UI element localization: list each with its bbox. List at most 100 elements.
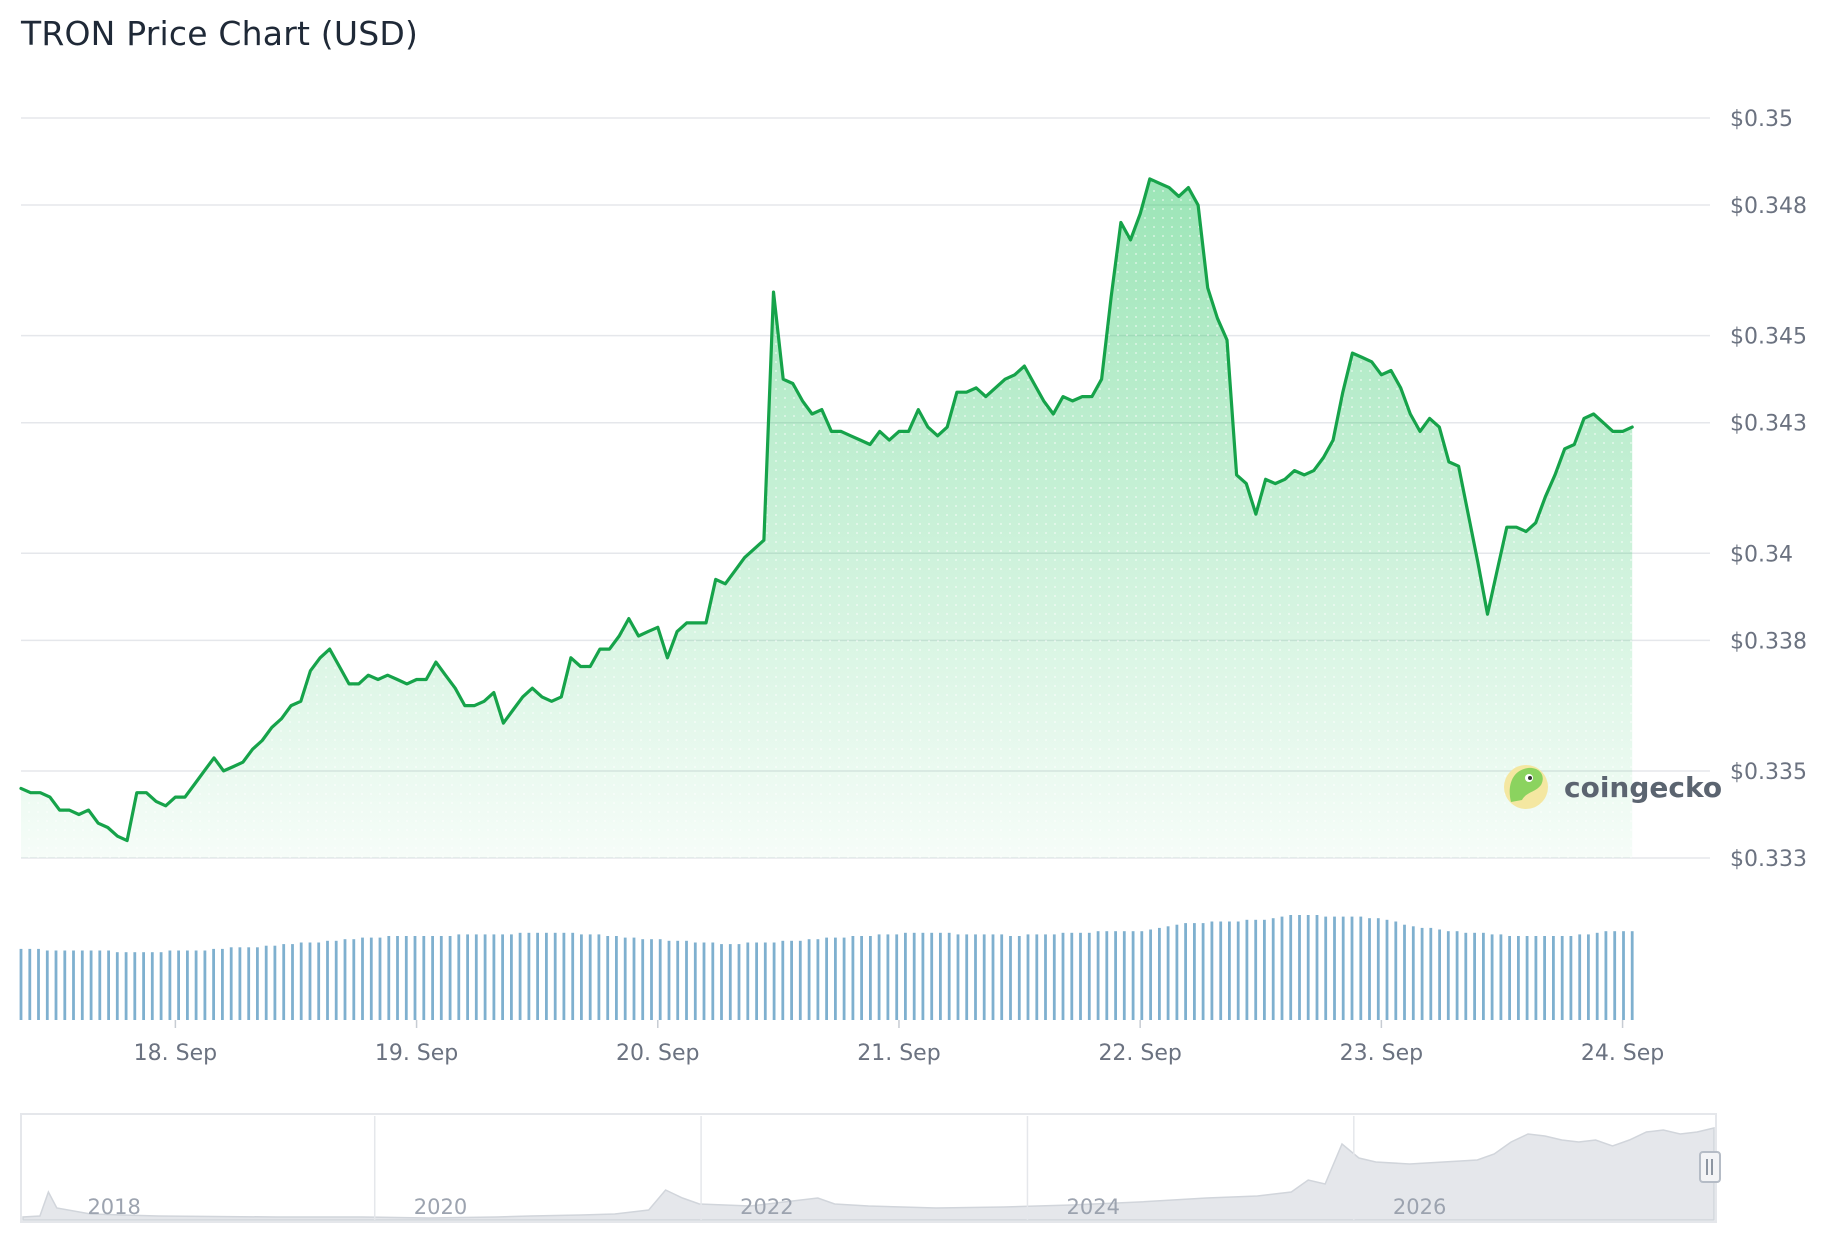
volume-bar	[247, 947, 251, 1020]
chart-title: TRON Price Chart (USD)	[21, 14, 419, 53]
volume-bar	[1298, 915, 1301, 1020]
volume-bar	[308, 942, 312, 1020]
volume-bar	[1560, 936, 1564, 1020]
volume-bar	[772, 942, 776, 1020]
volume-bar	[431, 936, 434, 1020]
navigator-series: 2018 2020 2022 2024 2026	[22, 1116, 1715, 1221]
volume-bar	[282, 944, 286, 1020]
volume-bar	[737, 944, 741, 1020]
volume-bar	[1622, 931, 1625, 1020]
volume-bar	[947, 932, 951, 1020]
volume-bar	[37, 948, 40, 1020]
volume-bar	[1122, 931, 1126, 1020]
volume-bar	[912, 932, 916, 1020]
navigator-handle[interactable]	[1699, 1151, 1721, 1183]
volume-bar	[1604, 931, 1608, 1020]
navigator[interactable]: 2018 2020 2022 2024 2026	[20, 1113, 1721, 1223]
y-tick-label: $0.35	[1730, 107, 1793, 132]
volume-bar	[1630, 931, 1634, 1020]
volume-bar	[1271, 918, 1275, 1020]
volume-bar	[448, 936, 452, 1020]
volume-bar	[1193, 923, 1196, 1020]
gecko-logo-icon	[1504, 765, 1548, 809]
volume-bar	[212, 948, 215, 1020]
volume-bar	[956, 934, 960, 1020]
volume-bar	[921, 932, 925, 1020]
volume-bar	[396, 936, 399, 1020]
volume-bar	[1306, 915, 1310, 1020]
volume-bar	[790, 940, 793, 1020]
volume-bar	[1263, 919, 1266, 1020]
x-tick-label: 24. Sep	[1581, 1041, 1664, 1066]
volume-bar	[851, 936, 855, 1020]
volume-bar	[1166, 926, 1170, 1020]
volume-bar	[45, 950, 49, 1020]
volume-bar	[606, 936, 610, 1020]
volume-bar	[28, 948, 32, 1020]
volume-bar	[142, 952, 145, 1020]
volume-bar	[886, 934, 890, 1020]
volume-bar	[1131, 931, 1135, 1020]
volume-bar	[1158, 927, 1161, 1020]
volume-bar	[1350, 916, 1354, 1020]
volume-bar	[1613, 931, 1617, 1020]
price-area-texture	[21, 178, 1633, 858]
volume-bar	[536, 932, 539, 1020]
volume-bar	[615, 936, 618, 1020]
price-line	[19, 177, 1634, 843]
navigator-tick-label: 2024	[1067, 1195, 1120, 1219]
volume-bar	[825, 937, 828, 1020]
volume-bar	[317, 942, 321, 1020]
volume-bar	[1228, 921, 1231, 1020]
volume-bar	[1000, 934, 1004, 1020]
volume-bar	[1359, 916, 1363, 1020]
volume-bar	[597, 934, 601, 1020]
volume-bar	[54, 950, 58, 1020]
volume-bar	[422, 936, 426, 1020]
volume-bar	[571, 932, 575, 1020]
volume-bar	[982, 934, 986, 1020]
navigator-area	[22, 1127, 1715, 1221]
volume-bar	[326, 940, 329, 1020]
navigator-tick-label: 2026	[1393, 1195, 1446, 1219]
volume-bar	[1499, 934, 1503, 1020]
volume-bar	[1114, 931, 1117, 1020]
volume-bar	[177, 950, 180, 1020]
volume-bar	[991, 934, 995, 1020]
x-tick-label: 21. Sep	[857, 1041, 940, 1066]
volume-bar	[1578, 934, 1582, 1020]
volume-bar	[588, 934, 592, 1020]
volume-bar	[1210, 921, 1214, 1020]
volume-bar	[72, 950, 75, 1020]
x-tick-label: 19. Sep	[375, 1041, 458, 1066]
volume-bar	[1315, 915, 1319, 1020]
volume-bar	[545, 932, 548, 1020]
volume-bar	[1175, 924, 1179, 1020]
volume-bar	[413, 936, 417, 1020]
volume-bar	[1149, 929, 1152, 1020]
volume-bar	[632, 937, 636, 1020]
volume-bar	[1438, 929, 1441, 1020]
volume-bar	[860, 936, 863, 1020]
volume-bar	[658, 939, 662, 1020]
volume-bar	[361, 937, 364, 1020]
volume-bar	[1184, 923, 1187, 1020]
volume-bar	[80, 950, 84, 1020]
volume-bar	[466, 934, 469, 1020]
brand-name: coingecko	[1564, 771, 1722, 804]
volume-bar	[159, 952, 163, 1020]
volume-bar	[939, 932, 942, 1020]
volume-bar	[676, 940, 680, 1020]
volume-bar	[387, 936, 391, 1020]
volume-bar	[194, 950, 198, 1020]
volume-bar	[1070, 932, 1074, 1020]
volume-bar	[720, 944, 723, 1020]
y-tick-label: $0.333	[1730, 847, 1807, 872]
volume-bar	[1017, 936, 1021, 1020]
volume-bar	[229, 947, 233, 1020]
volume-bar	[1289, 915, 1293, 1020]
volume-bar	[238, 947, 242, 1020]
volume-bar	[133, 952, 137, 1020]
volume-bar	[1543, 936, 1546, 1020]
y-tick-label: $0.348	[1730, 194, 1807, 219]
